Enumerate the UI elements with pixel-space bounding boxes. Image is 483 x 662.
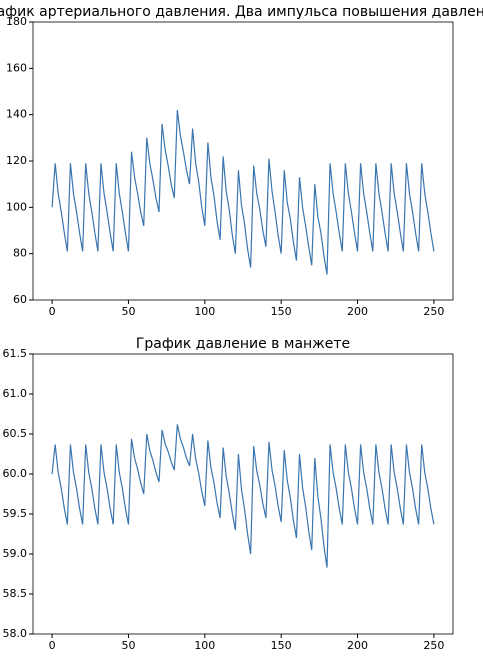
x-tick-label: 200 bbox=[347, 639, 368, 652]
x-tick-label: 50 bbox=[121, 305, 135, 318]
y-tick-label: 61.0 bbox=[3, 387, 28, 400]
chart-title: График давление в манжете bbox=[136, 336, 350, 352]
y-tick-label: 80 bbox=[13, 247, 27, 260]
x-tick-label: 50 bbox=[121, 639, 135, 652]
y-tick-label: 58.5 bbox=[3, 587, 28, 600]
x-tick-label: 0 bbox=[49, 639, 56, 652]
x-tick-label: 250 bbox=[423, 305, 444, 318]
y-tick-label: 61.5 bbox=[3, 347, 28, 360]
data-line bbox=[51, 109, 435, 275]
x-tick-label: 200 bbox=[347, 305, 368, 318]
x-tick-label: 100 bbox=[194, 305, 215, 318]
y-tick-label: 58.0 bbox=[3, 627, 28, 640]
y-tick-label: 60 bbox=[13, 293, 27, 306]
y-tick-label: 59.0 bbox=[3, 547, 28, 560]
y-tick-label: 160 bbox=[6, 61, 27, 74]
y-tick-label: 60.0 bbox=[3, 467, 28, 480]
y-tick-label: 59.5 bbox=[3, 507, 28, 520]
y-tick-label: 60.5 bbox=[3, 427, 28, 440]
x-tick-label: 0 bbox=[49, 305, 56, 318]
y-tick-label: 120 bbox=[6, 154, 27, 167]
y-tick-label: 140 bbox=[6, 108, 27, 121]
x-tick-label: 250 bbox=[423, 639, 444, 652]
data-line bbox=[51, 424, 435, 568]
y-tick-label: 100 bbox=[6, 200, 27, 213]
x-tick-label: 150 bbox=[271, 305, 292, 318]
axes-frame bbox=[32, 21, 454, 301]
x-tick-label: 100 bbox=[194, 639, 215, 652]
chart-title: График артериального давления. Два импул… bbox=[0, 4, 483, 20]
axes-frame bbox=[32, 353, 454, 635]
x-tick-label: 150 bbox=[271, 639, 292, 652]
y-tick-label: 180 bbox=[6, 15, 27, 28]
